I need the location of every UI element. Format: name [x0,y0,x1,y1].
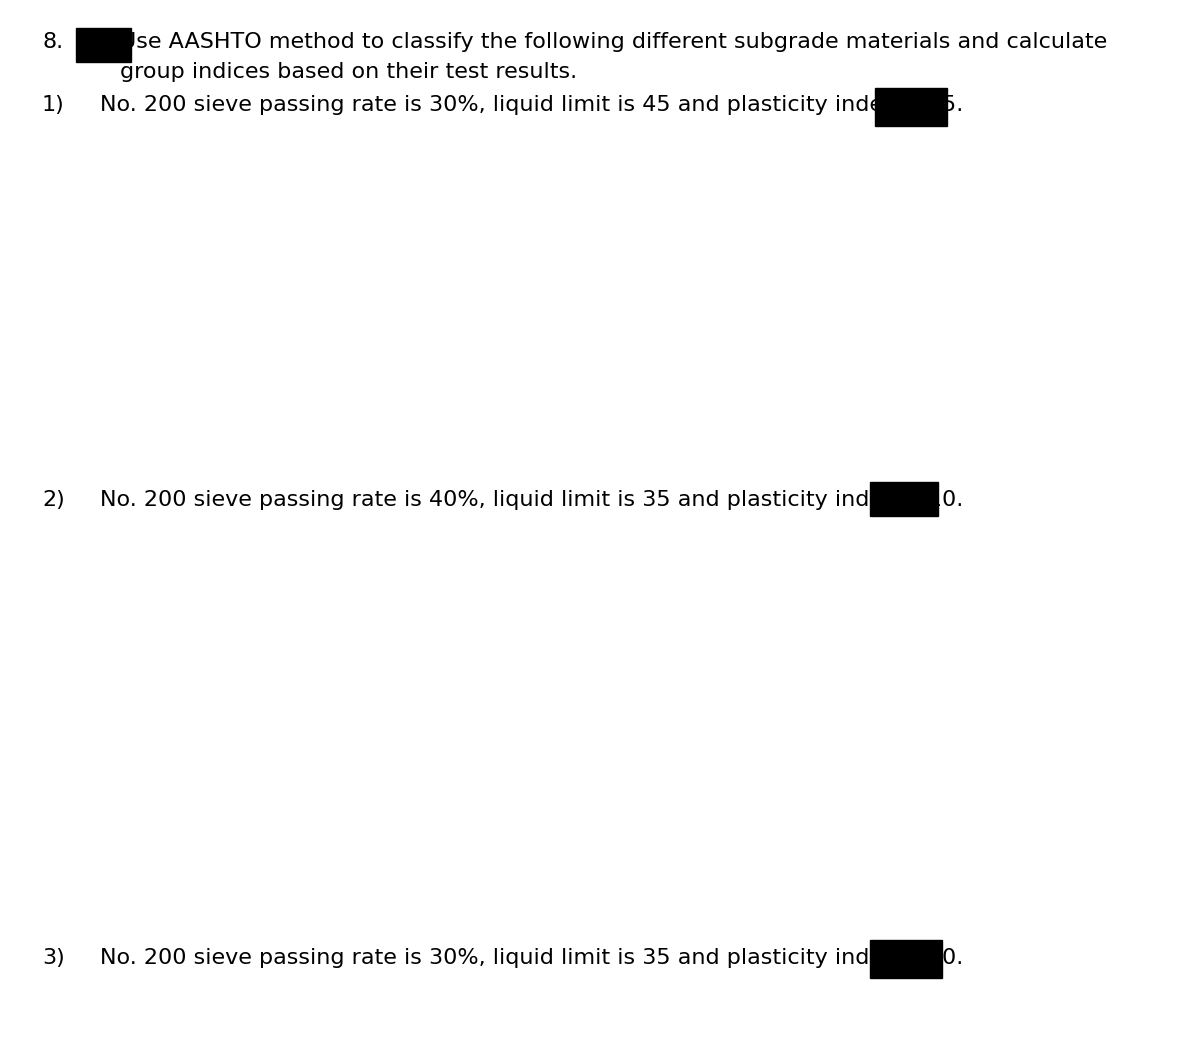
Text: group indices based on their test results.: group indices based on their test result… [120,62,577,82]
Text: No. 200 sieve passing rate is 30%, liquid limit is 45 and plasticity index is 15: No. 200 sieve passing rate is 30%, liqui… [100,95,964,115]
Bar [870,940,942,978]
Text: No. 200 sieve passing rate is 30%, liquid limit is 35 and plasticity index is 10: No. 200 sieve passing rate is 30%, liqui… [100,948,964,968]
Text: 2): 2) [42,490,65,509]
Bar [76,27,131,62]
Text: Use AASHTO method to classify the following different subgrade materials and cal: Use AASHTO method to classify the follow… [120,32,1108,52]
Text: No. 200 sieve passing rate is 40%, liquid limit is 35 and plasticity index is 10: No. 200 sieve passing rate is 40%, liqui… [100,490,964,509]
Text: 8.: 8. [42,32,64,52]
Text: 3): 3) [42,948,65,968]
Text: 1): 1) [42,95,65,115]
Bar [875,88,947,126]
Bar [870,482,938,516]
